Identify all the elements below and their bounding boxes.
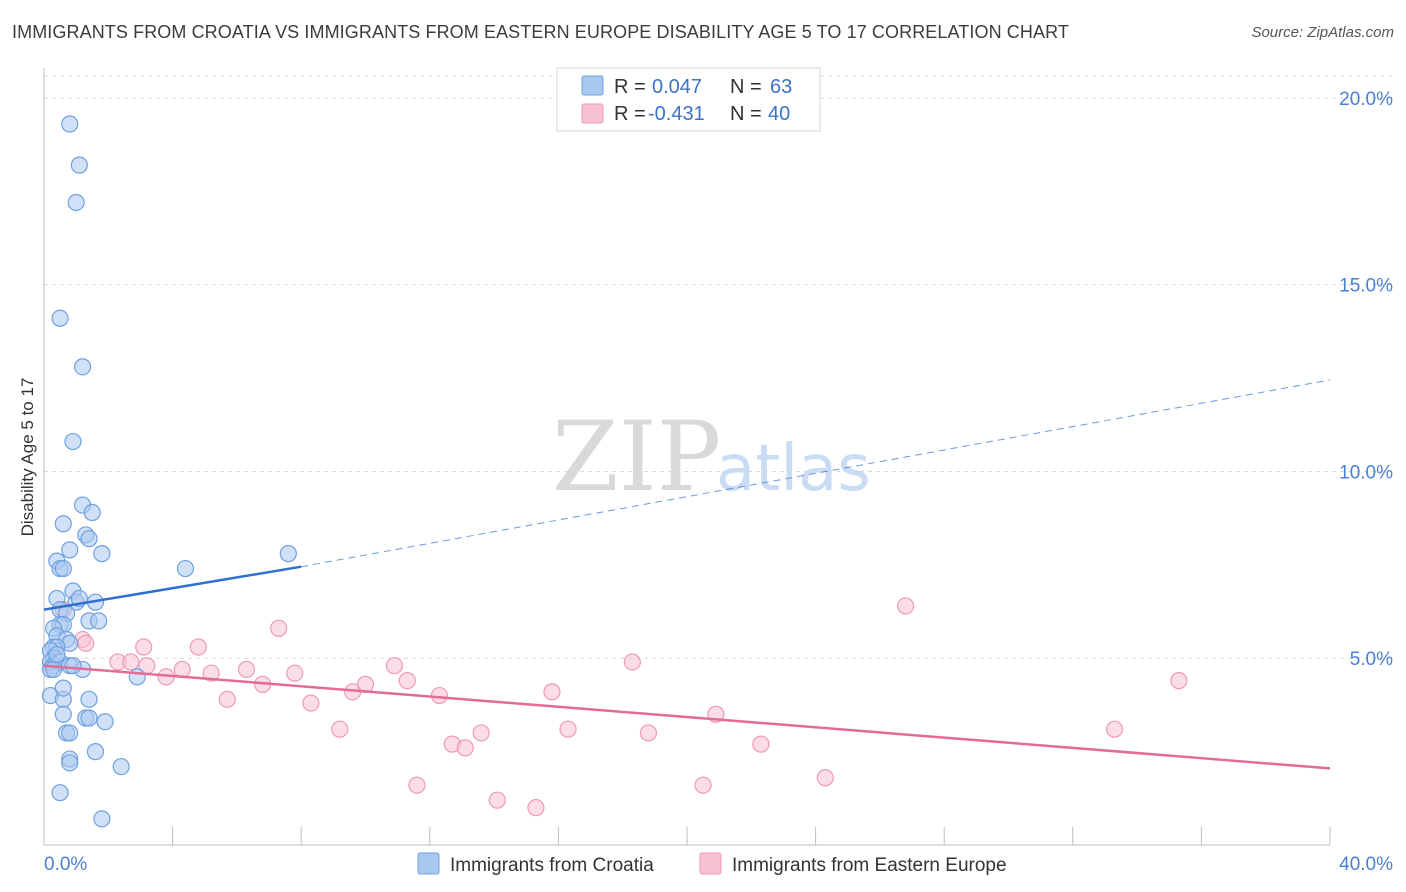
bottom-legend-label-croatia: Immigrants from Croatia (450, 855, 654, 876)
data-point-eastern (202, 664, 220, 682)
x-tick-label-max: 40.0% (1339, 854, 1393, 875)
series-eastern-europe-points (54, 597, 1188, 817)
series-legend: Immigrants from Croatia Immigrants from … (417, 852, 1007, 876)
trend-line-eastern (43, 664, 1331, 770)
data-point-eastern (430, 686, 449, 705)
data-point-croatia (54, 705, 72, 723)
trend-lines (43, 379, 1331, 770)
data-point-eastern (1105, 720, 1124, 738)
y-tick-label: 20.0% (1339, 89, 1393, 110)
data-point-eastern (331, 720, 349, 738)
data-point-croatia (112, 757, 130, 776)
data-point-eastern (752, 735, 770, 753)
data-point-croatia (80, 690, 98, 708)
data-point-eastern (77, 634, 95, 652)
data-point-eastern (816, 769, 834, 787)
data-point-eastern (173, 660, 191, 679)
y-axis-title: Disability Age 5 to 17 (18, 378, 37, 537)
data-point-eastern (135, 638, 153, 656)
data-point-croatia (83, 503, 101, 522)
x-tick-label-min: 0.0% (44, 854, 87, 875)
y-tick-label: 10.0% (1339, 462, 1393, 483)
data-point-croatia (61, 541, 79, 559)
data-point-eastern (694, 776, 712, 794)
data-point-croatia (80, 530, 98, 548)
data-point-eastern (398, 672, 416, 690)
data-point-eastern (456, 739, 474, 757)
data-point-croatia (64, 432, 82, 451)
watermark-atlas: atlas (716, 432, 871, 506)
data-point-croatia (67, 193, 85, 212)
legend-n-label-eastern: N = (730, 103, 762, 125)
legend-n-value-croatia: 63 (770, 76, 792, 98)
data-point-eastern (472, 724, 490, 742)
y-tick-labels: 5.0% 10.0% 15.0% 20.0% (1339, 89, 1393, 670)
trend-line-extension-croatia (301, 379, 1331, 568)
stats-legend: R = 0.047 N = 63 R = -0.431 N = 40 (556, 67, 821, 132)
trend-line-croatia (43, 565, 302, 611)
data-point-croatia (54, 515, 72, 533)
data-point-eastern (488, 791, 506, 809)
data-point-eastern (559, 720, 577, 738)
data-point-croatia (61, 754, 79, 772)
data-point-eastern (639, 724, 658, 742)
chart-title: IMMIGRANTS FROM CROATIA VS IMMIGRANTS FR… (12, 22, 1069, 42)
legend-r-label-eastern: R = (614, 103, 646, 125)
legend-swatch-eastern (581, 103, 604, 124)
data-point-eastern (385, 657, 404, 675)
data-point-eastern (286, 664, 304, 682)
series-croatia-points (41, 115, 297, 828)
legend-r-value-croatia: 0.047 (652, 76, 702, 98)
data-point-croatia (73, 358, 92, 376)
watermark-zip: ZIP (552, 401, 721, 513)
legend-n-label-croatia: N = (730, 76, 762, 98)
legend-swatch-croatia (581, 75, 604, 96)
data-point-croatia (54, 559, 72, 578)
data-point-croatia (61, 115, 79, 133)
data-point-croatia (70, 156, 88, 174)
data-point-croatia (90, 612, 108, 630)
data-point-eastern (122, 653, 140, 671)
data-point-eastern (270, 619, 288, 637)
data-point-eastern (1170, 672, 1188, 690)
x-axis-ticks (172, 827, 1331, 845)
data-point-eastern (189, 638, 207, 656)
data-point-croatia (279, 545, 297, 563)
data-point-croatia (64, 657, 82, 675)
data-point-croatia (96, 713, 114, 731)
data-point-eastern (237, 660, 256, 679)
data-point-croatia (80, 709, 98, 727)
data-point-eastern (408, 776, 426, 794)
data-point-croatia (128, 668, 146, 686)
data-point-eastern (218, 690, 236, 708)
y-tick-label: 5.0% (1350, 649, 1393, 670)
data-point-croatia (54, 679, 72, 697)
legend-r-label-croatia: R = (614, 76, 646, 98)
data-point-croatia (93, 545, 111, 563)
legend-r-value-eastern: -0.431 (648, 103, 705, 125)
data-point-croatia (176, 559, 195, 578)
data-point-eastern (543, 683, 561, 701)
data-point-eastern (302, 694, 320, 712)
grid-lines (44, 75, 1393, 659)
bottom-legend-swatch-eastern (699, 852, 722, 875)
data-point-croatia (45, 660, 63, 679)
y-tick-label: 15.0% (1339, 276, 1393, 297)
bottom-legend-label-eastern: Immigrants from Eastern Europe (732, 855, 1007, 876)
data-point-eastern (623, 653, 641, 671)
data-point-eastern (897, 597, 915, 615)
data-point-croatia (86, 743, 105, 761)
data-point-croatia (51, 784, 69, 802)
data-point-croatia (93, 810, 111, 828)
data-point-croatia (51, 309, 69, 327)
data-point-croatia (61, 724, 79, 742)
source-label: Source: ZipAtlas.com (1251, 24, 1394, 41)
data-point-eastern (527, 799, 545, 817)
bottom-legend-swatch-croatia (417, 852, 440, 875)
legend-n-value-eastern: 40 (768, 103, 790, 125)
data-point-croatia (48, 645, 66, 664)
